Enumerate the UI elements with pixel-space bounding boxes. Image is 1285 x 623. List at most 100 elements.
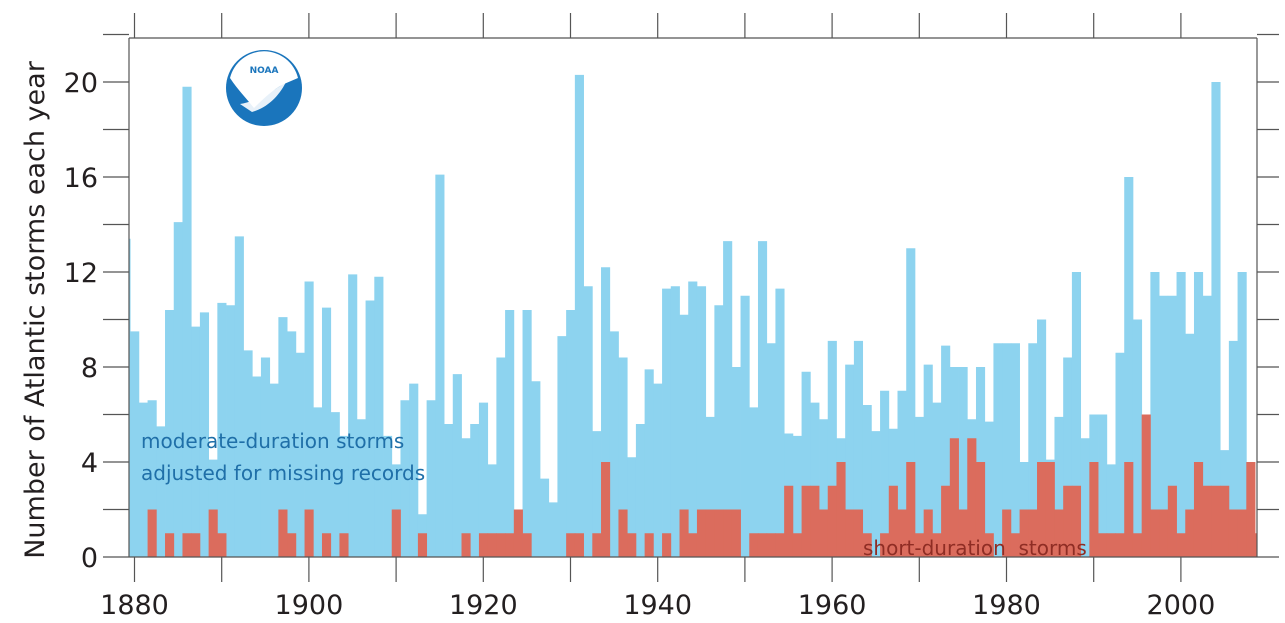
short-bar-1955 [784,485,794,557]
short-bar-1980 [1002,509,1012,557]
y-axis-title: Number of Atlantic storms each year [20,60,51,558]
x-tick-label-1960: 1960 [798,590,867,621]
moderate-bar-1915 [435,174,445,557]
short-bar-1975 [958,509,968,557]
short-bar-2007 [1237,509,1247,557]
short-bar-1995 [1132,533,1143,557]
moderate-bar-1901 [313,407,323,558]
short-bar-2005 [1220,485,1230,557]
y-tick-labels: 0 4 8 12 16 20 [64,68,98,574]
y-tick-label-20: 20 [64,68,98,99]
moderate-bar-1938 [635,424,646,557]
moderate-bar-1950 [740,295,750,557]
moderate-bar-1968 [897,390,907,557]
short-bar-1999 [1167,485,1177,557]
moderate-bar-1889 [208,459,218,557]
moderate-bar-1882 [147,400,157,557]
moderate-bar-1903 [330,412,340,558]
moderate-bar-1925 [522,310,532,557]
y-tick-label-0: 0 [81,543,98,574]
short-bar-1977 [975,462,986,557]
short-bar-1944 [688,533,698,557]
short-bar-1953 [766,533,776,557]
moderate-bar-1923 [505,310,515,557]
short-bar-2008 [1246,462,1256,557]
short-bar-1984 [1037,462,1047,557]
short-bar-2001 [1185,509,1195,557]
short-bar-2006 [1228,509,1238,557]
moderate-bar-1879 [129,238,131,557]
short-bar-1998 [1159,509,1169,557]
moderate-bar-1999 [1167,295,1177,557]
moderate-bar-1965 [871,431,881,558]
short-bar-1985 [1045,462,1055,557]
short-bar-2004 [1211,485,1221,557]
short-bar-1971 [923,509,933,557]
short-bar-1957 [801,485,811,557]
moderate-bar-1927 [539,478,550,558]
short-bar-1972 [932,533,942,557]
short-bar-1970 [914,533,925,557]
moderate-duration-label-line2: adjusted for missing records [141,461,425,485]
short-bar-1918 [461,533,471,557]
moderate-bar-1981 [1010,343,1020,557]
short-bar-1933 [592,533,602,557]
short-bar-1978 [984,533,994,557]
short-bar-1947 [714,509,724,557]
moderate-bar-1919 [470,424,480,557]
moderate-bar-1939 [644,369,654,558]
moderate-bar-1888 [199,312,210,558]
moderate-bar-1908 [374,276,384,557]
noaa-logo-text: NOAA [250,66,279,76]
short-bar-1925 [522,533,532,557]
short-bar-1886 [182,533,192,557]
moderate-bar-1926 [531,381,541,557]
moderate-bar-1885 [173,222,183,558]
moderate-bar-1956 [792,435,802,557]
moderate-bar-1909 [383,435,393,557]
moderate-bar-1947 [714,305,724,557]
moderate-bar-1994 [1124,177,1134,557]
short-bar-1941 [662,533,672,557]
short-bar-1994 [1124,462,1134,557]
moderate-bar-1929 [557,336,567,558]
short-bar-1951 [749,533,759,557]
short-bar-1904 [339,533,349,557]
short-bar-1931 [574,533,584,557]
moderate-bar-1928 [548,502,558,557]
moderate-bar-1922 [496,357,506,557]
moderate-bar-1921 [487,464,497,558]
short-bar-1936 [618,509,628,557]
moderate-bar-2000 [1176,272,1186,557]
moderate-bar-1880 [130,331,140,558]
moderate-bar-1932 [583,286,593,557]
moderate-bar-1894 [252,376,262,557]
short-bar-1976 [967,438,977,557]
moderate-bar-1984 [1037,319,1047,557]
short-duration-bars [147,414,1258,557]
short-bar-1945 [696,509,707,557]
short-bar-1921 [487,533,497,557]
moderate-bar-1883 [156,426,166,558]
moderate-bar-1920 [478,402,489,558]
moderate-bar-2002 [1193,272,1204,557]
x-tick-label-2000: 2000 [1147,590,1216,621]
moderate-bar-1895 [260,357,271,557]
short-bar-1959 [819,509,829,557]
short-bar-1966 [880,533,890,557]
moderate-bar-1896 [269,383,279,558]
short-bar-1923 [505,533,515,557]
moderate-bar-1945 [696,286,707,557]
short-bar-1890 [217,533,227,557]
short-bar-1958 [810,485,820,557]
moderate-bar-1986 [1054,416,1064,558]
moderate-duration-bars [129,74,1247,558]
moderate-bar-1899 [295,352,305,557]
moderate-bar-1884 [165,310,175,557]
short-bar-1961 [836,462,846,557]
short-bar-1963 [853,509,864,557]
short-bar-1887 [191,533,201,557]
short-bar-1967 [888,485,898,557]
moderate-bar-1881 [138,402,148,558]
